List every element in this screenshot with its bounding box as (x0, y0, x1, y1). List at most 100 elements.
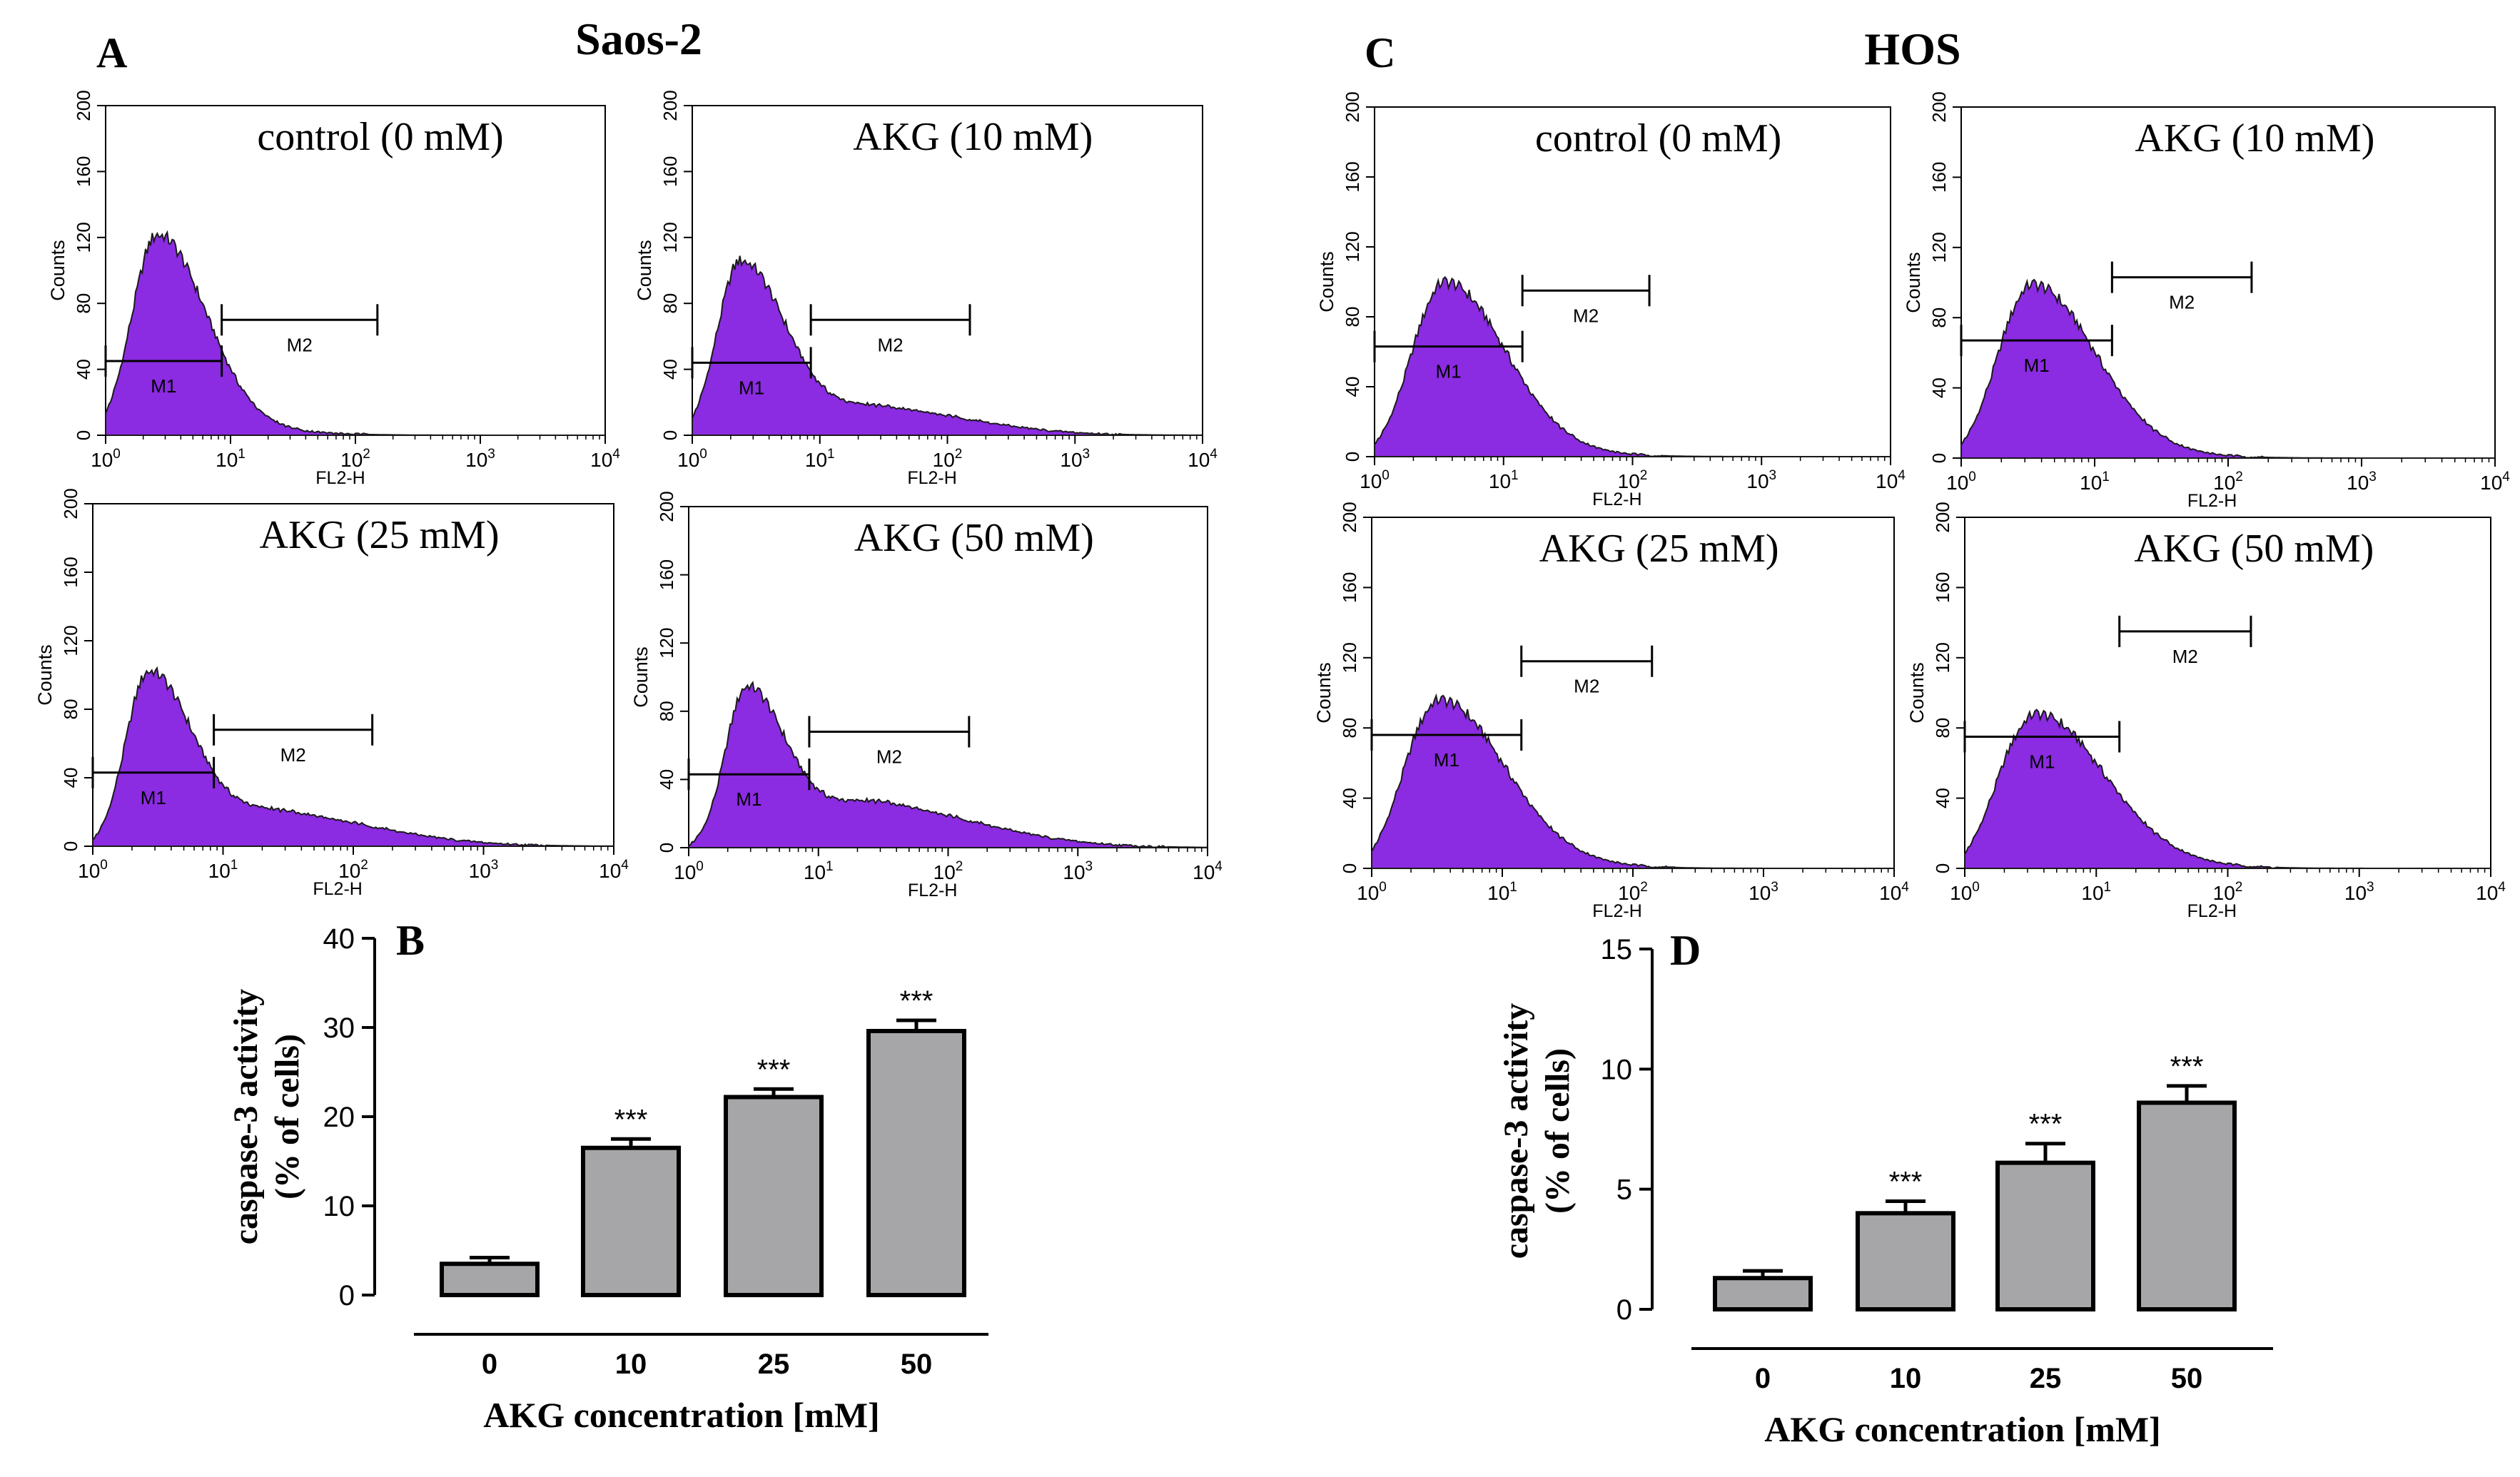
y-tick-label: 120 (60, 625, 81, 656)
y-tick-label: 80 (656, 701, 677, 721)
significance-marker: *** (2029, 1109, 2063, 1140)
histogram-title: AKG (50 mM) (854, 516, 1094, 560)
histogram-title: control (0 mM) (1535, 116, 1781, 161)
gate-marker-m1: M1 (1373, 330, 1524, 382)
gate-label: M2 (1574, 676, 1599, 697)
bar (866, 1029, 966, 1297)
gate-label: M1 (2024, 355, 2050, 376)
x-tick-exponent: 4 (1901, 880, 1909, 895)
x-tick-label: 103 (1746, 468, 1776, 492)
x-tick-base: 10 (469, 860, 491, 882)
x-tick-label: 101 (2080, 470, 2110, 494)
x-tick-exponent: 1 (231, 858, 238, 873)
gate-label: M2 (876, 746, 902, 767)
y-axis-label-line2: (% of cells) (1539, 1048, 1577, 1214)
x-tick-exponent: 2 (1640, 880, 1648, 895)
gate-marker-m2: M2 (1521, 275, 1651, 326)
x-tick-base: 10 (1063, 861, 1085, 883)
x-tick-label: 103 (2344, 880, 2374, 904)
x-tick-label: 100 (1360, 468, 1390, 492)
y-tick-label: 0 (60, 841, 81, 851)
x-tick-exponent: 2 (360, 858, 368, 873)
x-tick-label: 102 (2213, 880, 2243, 904)
y-tick-label: 160 (1342, 161, 1363, 192)
histogram-fill-area (1371, 693, 1894, 869)
bar-chart-d: 0 5 10 15 0 *** 10 *** 25 *** 50 AKG concentration … (1497, 934, 2273, 1449)
y-tick-label: 80 (73, 293, 94, 314)
y-tick-label: 40 (656, 769, 677, 790)
x-tick-base: 10 (2480, 472, 2502, 494)
gate-label: M1 (1434, 749, 1459, 771)
x-tick-label: 101 (1487, 880, 1517, 904)
x-tick-label: 104 (599, 858, 629, 882)
x-tick-base: 10 (599, 860, 621, 882)
y-tick-label: 40 (659, 359, 681, 380)
y-tick-label: 160 (1928, 162, 1950, 193)
significance-marker: *** (900, 985, 933, 1017)
x-tick-base: 10 (2213, 472, 2235, 494)
gate-marker-m2: M2 (808, 716, 971, 767)
y-tick-label: 160 (659, 156, 681, 187)
y-tick-label: 120 (1342, 231, 1363, 262)
bar-group (440, 1256, 540, 1297)
x-tick-exponent: 4 (1898, 468, 1906, 483)
x-tick-label: 102 (340, 447, 370, 471)
x-tick-label: 104 (2476, 880, 2506, 904)
x-tick-exponent: 2 (955, 447, 963, 462)
y-axis-label: Counts (1313, 662, 1335, 724)
x-tick-label: 100 (1357, 880, 1387, 904)
y-tick-label: 0 (1616, 1294, 1632, 1326)
x-tick-base: 10 (465, 449, 487, 471)
y-tick-label: 120 (1928, 232, 1950, 263)
histogram-fill-area (1374, 275, 1891, 457)
y-tick-label: 0 (73, 430, 94, 440)
y-tick-label: 200 (1339, 502, 1360, 532)
gate-marker-m1: M1 (1963, 721, 2121, 773)
x-tick-label: 104 (1879, 880, 1909, 904)
x-axis-label: AKG concentration [mM] (483, 1395, 879, 1435)
x-tick-base: 10 (1946, 472, 1968, 494)
x-tick-base: 10 (1950, 882, 1972, 904)
x-tick-exponent: 3 (1083, 447, 1091, 462)
bar-group: *** (1856, 1167, 1955, 1312)
panel-letter-c: C (1365, 29, 1395, 76)
x-tick-label: 103 (1060, 447, 1090, 471)
x-axis-label: FL2-H (2187, 901, 2237, 921)
y-tick-label: 10 (1601, 1054, 1633, 1085)
x-tick-exponent: 0 (1379, 880, 1387, 895)
x-tick-base: 10 (1746, 470, 1768, 492)
x-tick-exponent: 3 (1771, 880, 1778, 895)
significance-marker: *** (2170, 1051, 2204, 1082)
x-category-label: 0 (482, 1349, 497, 1380)
bar (1995, 1160, 2095, 1311)
x-tick-base: 10 (674, 861, 696, 883)
x-tick-exponent: 1 (826, 859, 834, 874)
x-tick-label: 100 (674, 859, 704, 883)
y-axis-label: caspase-3 activity (% of cells) (227, 989, 306, 1245)
y-tick-label: 0 (1932, 863, 1953, 873)
y-tick-label: 200 (1932, 502, 1953, 532)
x-tick-label: 103 (465, 447, 495, 471)
y-tick-label: 160 (1339, 572, 1360, 603)
x-tick-exponent: 1 (1511, 468, 1519, 483)
bar (1713, 1276, 1813, 1311)
x-tick-base: 10 (2476, 882, 2498, 904)
y-tick-label: 120 (659, 222, 681, 253)
y-tick-label: 40 (73, 359, 94, 380)
gate-label: M2 (280, 744, 306, 766)
y-tick-label: 0 (339, 1280, 355, 1311)
gate-marker-m1: M1 (104, 345, 223, 397)
y-tick-label: 40 (1339, 788, 1360, 808)
gate-marker-m2: M2 (2110, 261, 2253, 313)
y-axis-label: Counts (34, 644, 56, 706)
x-tick-label: 102 (2213, 470, 2243, 494)
y-tick-label: 80 (659, 293, 681, 314)
y-tick-label: 40 (323, 923, 355, 955)
x-tick-exponent: 0 (696, 859, 704, 874)
x-tick-base: 10 (590, 449, 612, 471)
x-axis-label: AKG concentration [mM] (1764, 1409, 2160, 1449)
x-tick-exponent: 0 (113, 447, 121, 462)
x-tick-label: 101 (805, 447, 835, 471)
